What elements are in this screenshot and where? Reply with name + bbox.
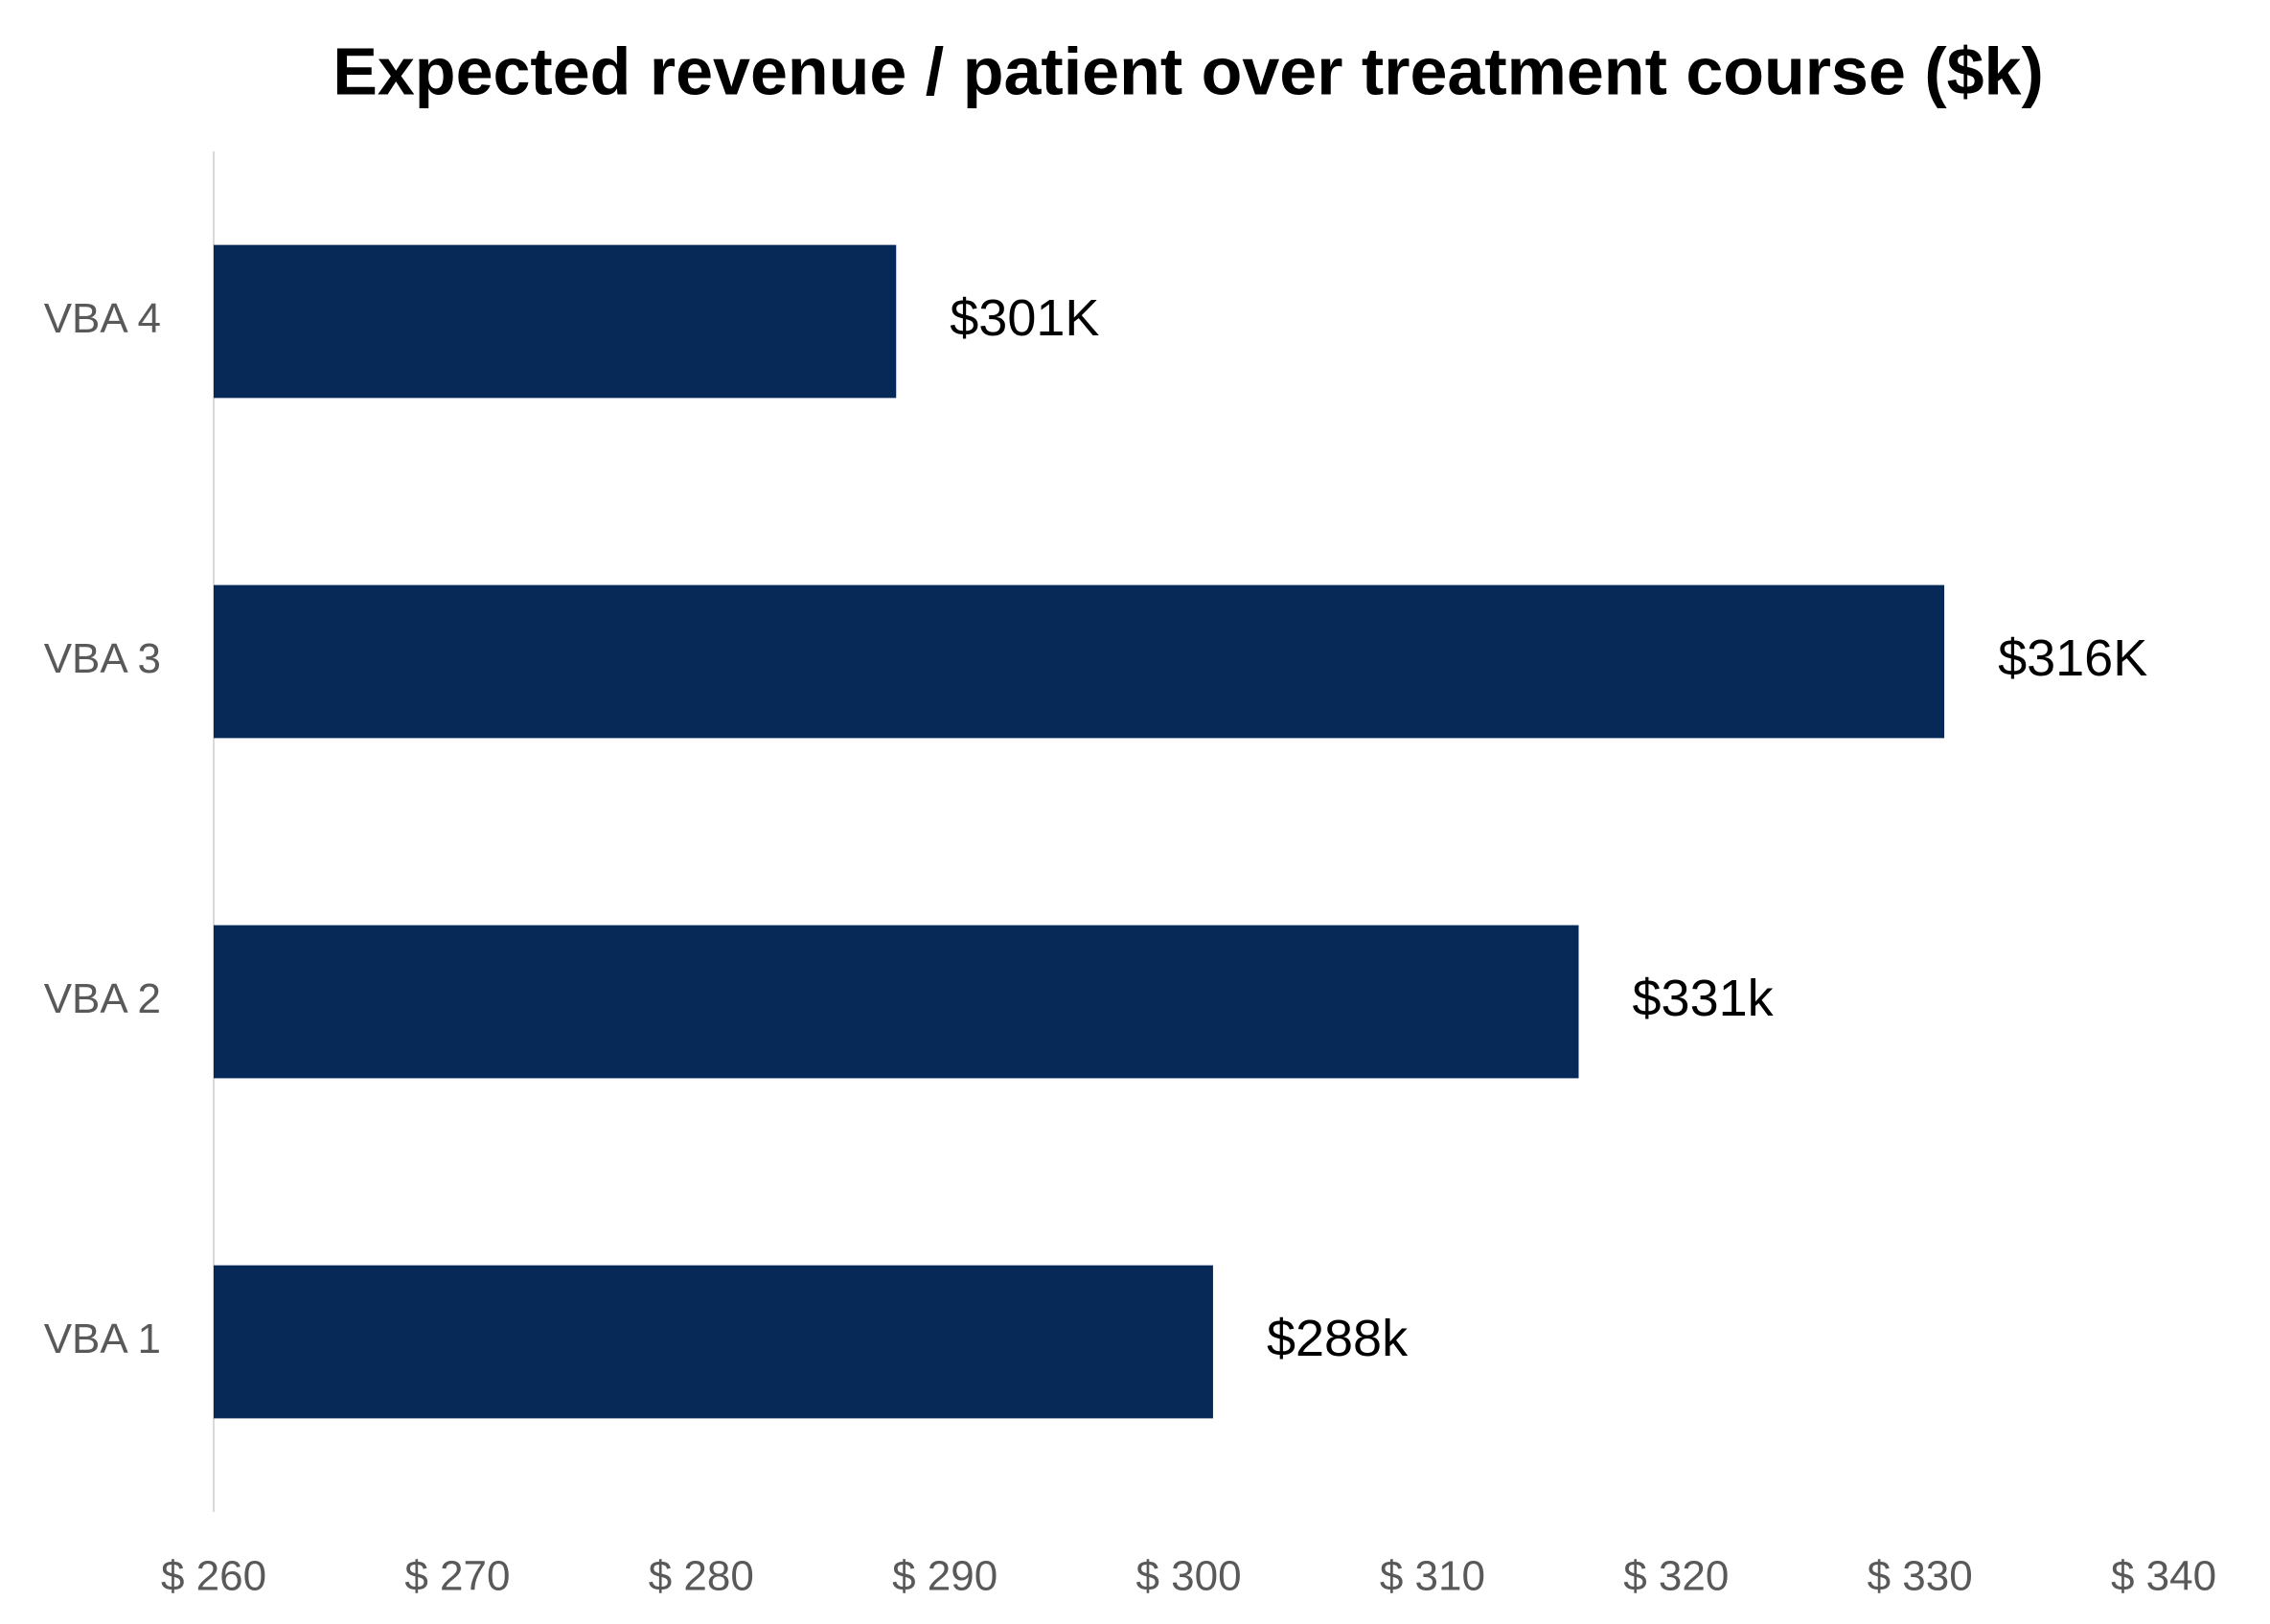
x-tick-label: $ 320 bbox=[1623, 1553, 1729, 1600]
annotation: $301K bbox=[950, 289, 1099, 347]
x-tick-label: $ 260 bbox=[161, 1553, 266, 1600]
y-tick-label: VBA 4 bbox=[44, 295, 161, 342]
x-tick-label: $ 340 bbox=[2111, 1553, 2216, 1600]
chart-title: Expected revenue / patient over treatmen… bbox=[332, 34, 2044, 108]
x-tick-label: $ 290 bbox=[892, 1553, 997, 1600]
bar bbox=[214, 584, 1945, 739]
annotation: $316K bbox=[1998, 629, 2147, 687]
bar bbox=[214, 244, 897, 399]
x-tick-label: $ 310 bbox=[1380, 1553, 1485, 1600]
annotation: $288k bbox=[1267, 1310, 1409, 1367]
bar bbox=[214, 1265, 1213, 1419]
x-tick-label: $ 330 bbox=[1868, 1553, 1973, 1600]
x-tick-label: $ 280 bbox=[649, 1553, 754, 1600]
y-tick-label: VBA 2 bbox=[44, 975, 161, 1022]
x-tick-label: $ 300 bbox=[1135, 1553, 1241, 1600]
bar bbox=[214, 925, 1579, 1079]
annotation: $331k bbox=[1633, 970, 1775, 1027]
x-tick-label: $ 270 bbox=[404, 1553, 510, 1600]
y-tick-label: VBA 1 bbox=[44, 1315, 161, 1362]
y-tick-label: VBA 3 bbox=[44, 635, 161, 682]
